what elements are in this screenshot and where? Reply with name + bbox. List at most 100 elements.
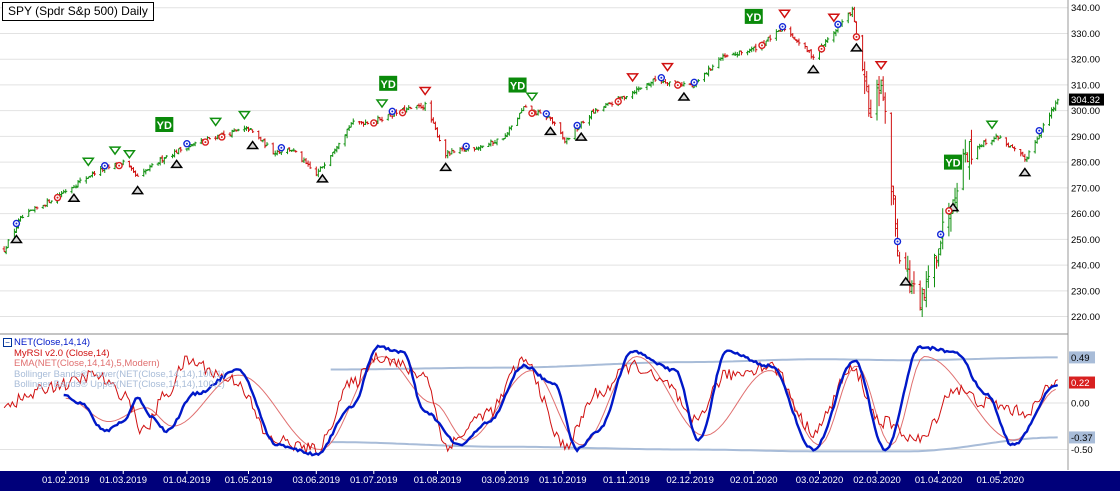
oscillator-grid bbox=[0, 402, 1068, 451]
osc-series-net bbox=[63, 344, 1059, 457]
sell-triangle-icon bbox=[237, 110, 251, 120]
price-bar bbox=[505, 132, 509, 138]
price-bar bbox=[891, 185, 895, 205]
price-bar bbox=[561, 131, 565, 140]
price-bar bbox=[493, 139, 497, 144]
price-bar bbox=[565, 137, 569, 145]
blue-dot-center bbox=[545, 112, 548, 115]
price-bar bbox=[164, 155, 168, 159]
price-bar bbox=[1006, 142, 1010, 148]
price-bar bbox=[1048, 112, 1052, 126]
price-bar bbox=[236, 128, 240, 132]
price-bar bbox=[912, 271, 916, 294]
chart-title[interactable]: SPY (Spdr S&p 500) Daily bbox=[2, 2, 154, 21]
sell-triangle-icon bbox=[661, 62, 674, 72]
price-bar bbox=[865, 71, 869, 92]
price-bar bbox=[875, 79, 879, 121]
buy-triangle-icon bbox=[439, 162, 453, 172]
legend-collapse-icon[interactable]: − bbox=[3, 338, 12, 347]
sell-triangle-icon bbox=[778, 9, 792, 19]
price-bar bbox=[922, 288, 926, 301]
price-bar bbox=[489, 139, 493, 147]
price-bar bbox=[92, 170, 96, 176]
price-bar bbox=[481, 145, 485, 149]
price-bar bbox=[805, 46, 809, 53]
price-bar bbox=[604, 102, 608, 108]
price-bar bbox=[423, 101, 427, 111]
price-bar bbox=[1052, 106, 1056, 112]
legend-item[interactable]: Bollinger Bands® Lower(NET(Close,14,14),… bbox=[3, 368, 225, 381]
price-bar bbox=[279, 151, 283, 156]
price-bar bbox=[160, 155, 164, 163]
price-bar bbox=[228, 132, 232, 137]
blue-dot-center bbox=[15, 222, 18, 225]
price-bar bbox=[27, 208, 31, 217]
yd-signal-label: YD bbox=[381, 79, 396, 91]
price-bar bbox=[1033, 139, 1037, 154]
buy-triangle-icon bbox=[543, 126, 557, 136]
price-bar bbox=[329, 155, 333, 167]
price-bar bbox=[207, 137, 211, 140]
time-tick-label: 01.02.2019 bbox=[42, 475, 90, 486]
price-bar bbox=[19, 215, 23, 222]
price-bar bbox=[918, 280, 922, 311]
price-bar bbox=[955, 182, 959, 213]
legend-item-label: Bollinger Bands® Upper(NET(Close,14,14),… bbox=[14, 379, 225, 391]
legend-item[interactable]: Bollinger Bands® Upper(NET(Close,14,14),… bbox=[3, 379, 225, 391]
price-bar bbox=[234, 129, 238, 132]
sell-triangle-icon bbox=[418, 86, 432, 96]
price-bar bbox=[889, 112, 893, 206]
price-bar bbox=[705, 72, 709, 75]
sell-triangle-icon bbox=[81, 157, 95, 167]
price-bar bbox=[852, 6, 856, 23]
price-bar bbox=[682, 81, 686, 87]
legend-item-label: Bollinger Bands® Lower(NET(Close,14,14),… bbox=[14, 368, 225, 380]
price-bar bbox=[1011, 144, 1015, 149]
price-bar bbox=[910, 280, 914, 295]
legend-item[interactable]: MyRSI v2.0 (Close,14) bbox=[3, 348, 225, 360]
price-bar bbox=[230, 129, 234, 138]
price-bar bbox=[460, 146, 464, 152]
blue-dot-center bbox=[103, 164, 106, 167]
osc-series-myrsi-v bbox=[3, 352, 1058, 456]
time-axis: 01.02.2019 01.03.2019 01.04.2019 01.05.2019… bbox=[0, 471, 1120, 491]
price-bar bbox=[242, 125, 246, 132]
blue-dot-center bbox=[781, 25, 784, 28]
price-tick-label: 330.00 bbox=[1071, 29, 1100, 40]
blue-dot-center bbox=[391, 110, 394, 113]
time-tick-label: 01.05.2020 bbox=[976, 475, 1024, 486]
blue-dot-center bbox=[1038, 129, 1041, 132]
price-bar bbox=[994, 133, 998, 140]
legend-item[interactable]: − NET(Close,14,14) bbox=[3, 337, 225, 349]
price-bar bbox=[645, 83, 649, 91]
price-bar bbox=[261, 139, 265, 143]
price-bar bbox=[651, 78, 655, 86]
price-bar bbox=[984, 138, 988, 146]
price-tick-label: 320.00 bbox=[1071, 55, 1100, 66]
price-bar bbox=[446, 150, 450, 159]
red-dot-center bbox=[855, 35, 858, 38]
price-bar bbox=[333, 148, 337, 155]
price-bar bbox=[803, 42, 807, 49]
yd-signal-label: YD bbox=[157, 120, 172, 132]
time-tick-label: 01.05.2019 bbox=[225, 475, 273, 486]
price-bar bbox=[976, 145, 980, 160]
price-bar bbox=[896, 218, 900, 257]
price-bar bbox=[86, 176, 90, 180]
time-tick-label: 02.12.2019 bbox=[666, 475, 714, 486]
osc-tick-label: 0.22 bbox=[1071, 378, 1090, 389]
legend-item-label: NET(Close,14,14) bbox=[14, 337, 91, 349]
sell-triangle-icon bbox=[375, 99, 389, 109]
price-bar bbox=[846, 12, 850, 24]
price-tick-label: 250.00 bbox=[1071, 235, 1100, 246]
price-bar bbox=[850, 6, 854, 18]
price-bar bbox=[768, 34, 772, 42]
sell-triangle-icon bbox=[985, 120, 999, 130]
legend-item[interactable]: EMA(NET(Close,14,14),5,Modern) bbox=[3, 358, 225, 370]
price-bar bbox=[232, 128, 236, 133]
price-bar bbox=[1056, 98, 1060, 105]
price-bar bbox=[474, 146, 478, 150]
osc-value-box bbox=[1069, 351, 1095, 364]
price-bar bbox=[793, 36, 797, 41]
